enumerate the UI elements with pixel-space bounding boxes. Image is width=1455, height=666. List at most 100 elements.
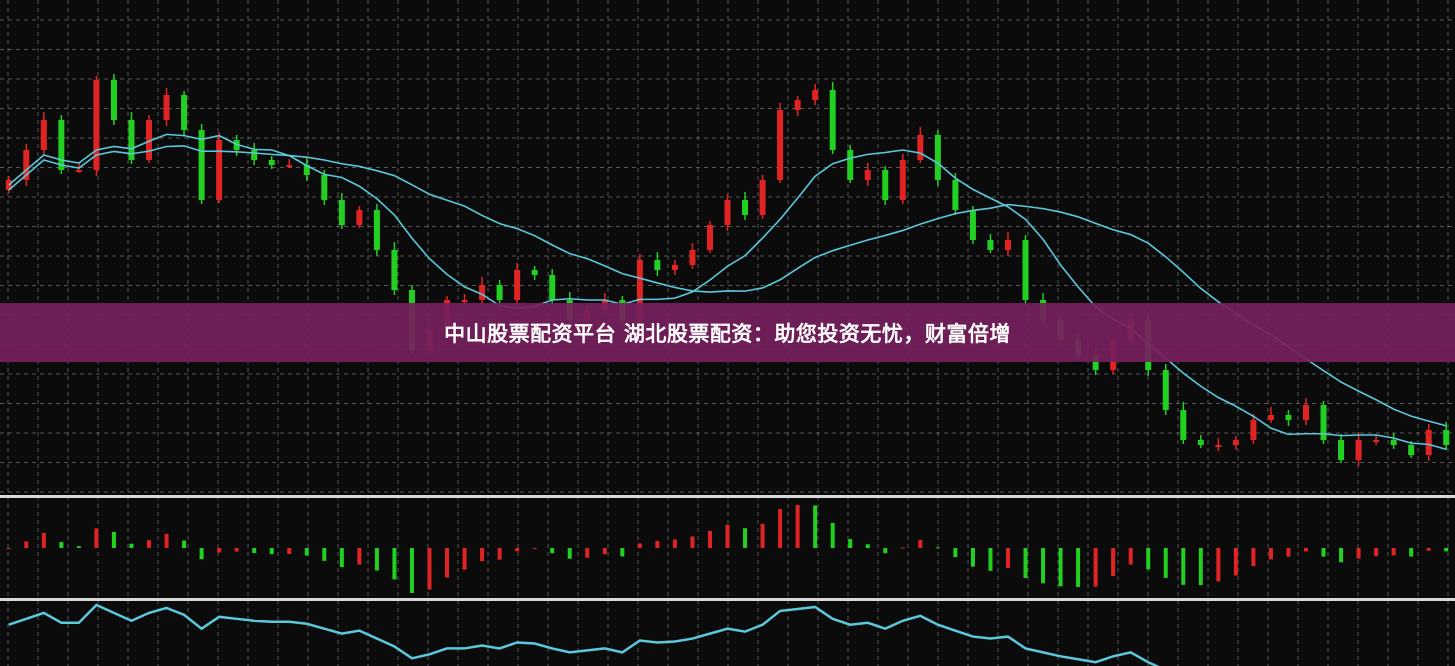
candle-body xyxy=(75,170,82,172)
candle-body xyxy=(1408,445,1415,455)
candle-body xyxy=(58,120,65,170)
histogram-bar xyxy=(830,522,835,548)
histogram-bar xyxy=(6,548,11,549)
candle-body xyxy=(23,150,30,180)
histogram-bar xyxy=(1076,548,1081,587)
histogram-bar xyxy=(1181,548,1186,585)
candle-body xyxy=(110,80,117,120)
histogram-bar xyxy=(392,548,397,580)
histogram-bar xyxy=(1303,548,1308,552)
histogram-bar xyxy=(111,531,116,548)
histogram-bar xyxy=(480,548,485,562)
title-banner: 中山股票配资平台 湖北股票配资：助您投资无忧，财富倍增 xyxy=(0,303,1455,362)
candle-body xyxy=(1092,355,1099,370)
candle-body xyxy=(461,300,468,302)
candle-body xyxy=(1250,420,1257,440)
histogram-bar xyxy=(1391,548,1396,556)
histogram-bar xyxy=(795,504,800,548)
candle-body xyxy=(181,95,188,130)
candle-body xyxy=(251,150,258,160)
candle-body xyxy=(1390,440,1397,445)
candle-body xyxy=(391,250,398,290)
candle-body xyxy=(514,270,521,300)
candle-body xyxy=(496,285,503,300)
histogram-bar xyxy=(1023,548,1028,578)
histogram-bar xyxy=(497,548,502,560)
candle-body xyxy=(1267,415,1274,420)
histogram-bar xyxy=(374,548,379,571)
histogram-bar xyxy=(567,548,572,559)
histogram-bar xyxy=(94,528,99,548)
candle-body xyxy=(724,200,731,225)
histogram-bar xyxy=(813,505,818,548)
histogram-bar xyxy=(287,548,292,555)
histogram-bar xyxy=(707,530,712,548)
histogram-bar xyxy=(164,533,169,548)
histogram-bar xyxy=(147,540,152,548)
candle-body xyxy=(899,160,906,200)
banner-title: 中山股票配资平台 湖北股票配资：助您投资无忧，财富倍增 xyxy=(444,321,1011,346)
candle-body xyxy=(829,90,836,150)
histogram-bar xyxy=(1233,548,1238,576)
candle-body xyxy=(1285,415,1292,420)
candle-body xyxy=(987,240,994,250)
candle-body xyxy=(1443,430,1450,445)
candle-body xyxy=(969,210,976,240)
histogram-bar xyxy=(1321,548,1326,557)
histogram-bar xyxy=(1444,548,1449,552)
candle-body xyxy=(636,260,643,320)
candle-body xyxy=(549,275,556,300)
candle-body xyxy=(1373,440,1380,442)
histogram-bar xyxy=(1163,548,1168,578)
histogram-bar xyxy=(199,548,204,560)
candle-body xyxy=(1004,240,1011,250)
candle-body xyxy=(706,225,713,250)
histogram-bar xyxy=(445,548,450,578)
moving-average-line xyxy=(8,145,1447,427)
candle-body xyxy=(338,200,345,225)
histogram-bar xyxy=(339,548,344,568)
candle-body xyxy=(93,80,100,170)
histogram-bar xyxy=(725,524,730,548)
histogram-bar xyxy=(322,548,327,561)
candle-body xyxy=(40,120,47,150)
candle-body xyxy=(321,175,328,200)
candle-body xyxy=(1180,410,1187,440)
candle-body xyxy=(479,285,486,300)
histogram-bar xyxy=(24,541,29,548)
candle-body xyxy=(1162,370,1169,410)
histogram-bar xyxy=(602,548,607,555)
histogram-bar xyxy=(409,548,414,593)
candle-body xyxy=(882,170,889,200)
histogram-bar xyxy=(883,548,888,554)
candle-body xyxy=(917,135,924,160)
histogram-bar xyxy=(357,548,362,565)
histogram-bar xyxy=(234,548,239,552)
histogram-bar xyxy=(1339,548,1344,563)
histogram-bar xyxy=(1041,548,1046,584)
histogram-bar xyxy=(1216,548,1221,582)
candle-body xyxy=(1320,405,1327,440)
candle-body xyxy=(794,100,801,110)
candle-body xyxy=(952,180,959,210)
histogram-bar xyxy=(585,548,590,558)
candle-body xyxy=(759,180,766,215)
histogram-bar xyxy=(1356,548,1361,559)
candle-body xyxy=(1338,440,1345,460)
candle-body xyxy=(1232,440,1239,445)
histogram-bar xyxy=(1251,548,1256,567)
histogram-bar xyxy=(690,536,695,548)
candle-body xyxy=(689,250,696,265)
histogram-bar xyxy=(655,540,660,548)
histogram-bar xyxy=(1005,548,1010,568)
candle-body xyxy=(934,135,941,180)
histogram-bar xyxy=(953,548,958,558)
histogram-bar xyxy=(304,548,309,556)
candle-body xyxy=(742,200,749,215)
histogram-bar xyxy=(1426,548,1431,551)
histogram-bar xyxy=(532,548,537,549)
histogram-bar xyxy=(129,543,134,548)
panel-separator xyxy=(0,598,1455,601)
